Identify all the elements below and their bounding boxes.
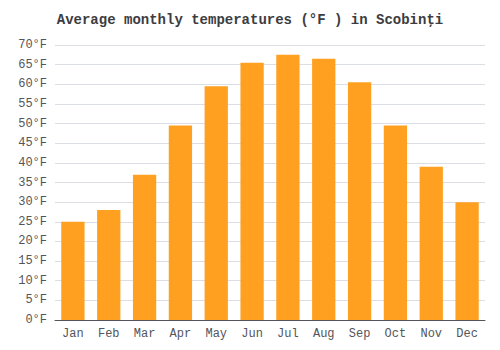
svg-text:Jun: Jun (241, 327, 263, 341)
svg-text:Feb: Feb (98, 327, 120, 341)
svg-text:40°F: 40°F (18, 156, 47, 170)
svg-text:Nov: Nov (420, 327, 442, 341)
svg-text:Mar: Mar (134, 327, 156, 341)
svg-text:50°F: 50°F (18, 117, 47, 131)
svg-text:30°F: 30°F (18, 195, 47, 209)
svg-text:45°F: 45°F (18, 136, 47, 150)
svg-text:Apr: Apr (170, 327, 192, 341)
svg-text:65°F: 65°F (18, 58, 47, 72)
svg-text:Average monthly temperatures (: Average monthly temperatures (°F ) in Sc… (57, 12, 443, 28)
svg-text:20°F: 20°F (18, 234, 47, 248)
svg-text:Dec: Dec (456, 327, 478, 341)
svg-text:May: May (205, 327, 227, 341)
svg-text:Aug: Aug (313, 327, 335, 341)
svg-text:10°F: 10°F (18, 274, 47, 288)
svg-text:5°F: 5°F (25, 293, 47, 307)
svg-text:55°F: 55°F (18, 97, 47, 111)
svg-text:70°F: 70°F (18, 38, 47, 52)
svg-text:Jul: Jul (277, 327, 299, 341)
svg-text:35°F: 35°F (18, 176, 47, 190)
svg-text:Oct: Oct (385, 327, 407, 341)
svg-text:15°F: 15°F (18, 254, 47, 268)
svg-text:0°F: 0°F (25, 313, 47, 327)
svg-text:Sep: Sep (349, 327, 371, 341)
svg-text:25°F: 25°F (18, 215, 47, 229)
svg-text:Jan: Jan (62, 327, 84, 341)
svg-text:60°F: 60°F (18, 77, 47, 91)
